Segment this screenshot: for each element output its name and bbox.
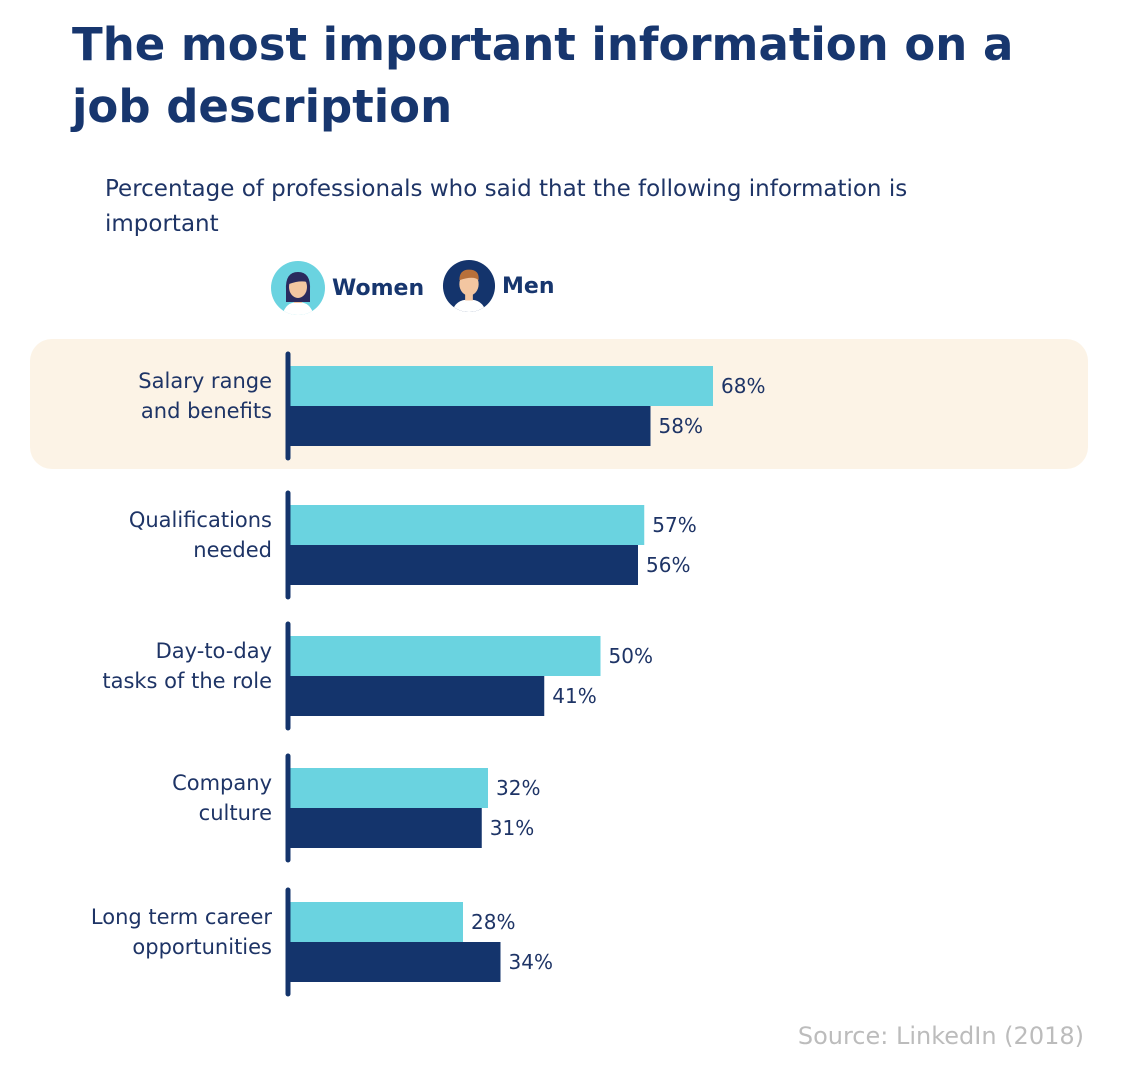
category-label-line: tasks of the role bbox=[102, 669, 272, 693]
bar-women-3 bbox=[288, 768, 488, 808]
category-label-line: Long term career bbox=[91, 905, 272, 929]
value-label-women-4: 28% bbox=[471, 910, 515, 934]
category-label-3: Company culture bbox=[172, 771, 272, 825]
value-label-women-3: 32% bbox=[496, 776, 540, 800]
source-note: Source: LinkedIn (2018) bbox=[797, 1022, 1084, 1050]
category-label-line: Day-to-day bbox=[156, 639, 272, 663]
category-label-2: Day-to-day tasks of the role bbox=[102, 639, 272, 693]
value-label-men-0: 58% bbox=[659, 414, 703, 438]
category-label-1: Qualifications needed bbox=[129, 508, 272, 562]
category-label-0: Salary range and benefits bbox=[138, 369, 272, 423]
legend-label-men: Men bbox=[502, 273, 555, 299]
bar-men-1 bbox=[288, 545, 638, 585]
man-avatar-icon bbox=[442, 259, 496, 313]
value-label-men-2: 41% bbox=[552, 684, 596, 708]
bar-men-3 bbox=[288, 808, 482, 848]
category-label-line: opportunities bbox=[132, 935, 272, 959]
category-label-line: needed bbox=[193, 538, 272, 562]
value-label-men-1: 56% bbox=[646, 553, 690, 577]
value-label-women-1: 57% bbox=[652, 513, 696, 537]
category-label-4: Long term career opportunities bbox=[91, 905, 272, 959]
value-label-women-2: 50% bbox=[609, 644, 653, 668]
legend-label-women: Women bbox=[332, 275, 425, 301]
bar-women-4 bbox=[288, 902, 463, 942]
value-label-women-0: 68% bbox=[721, 374, 765, 398]
woman-avatar-icon bbox=[271, 261, 325, 315]
value-label-men-3: 31% bbox=[490, 816, 534, 840]
value-label-men-4: 34% bbox=[509, 950, 553, 974]
chart-title: The most important information on a job … bbox=[72, 18, 1014, 133]
bar-men-4 bbox=[288, 942, 501, 982]
category-label-line: Salary range bbox=[138, 369, 272, 393]
category-label-line: Company bbox=[172, 771, 272, 795]
chart-subtitle: Percentage of professionals who said tha… bbox=[105, 176, 908, 237]
bar-women-0 bbox=[288, 366, 713, 406]
category-label-line: Qualifications bbox=[129, 508, 272, 532]
bar-men-0 bbox=[288, 406, 651, 446]
bar-men-2 bbox=[288, 676, 545, 716]
legend-women: Women bbox=[270, 260, 424, 316]
category-label-line: and benefits bbox=[141, 399, 272, 423]
legend-men: Men bbox=[442, 259, 554, 313]
category-label-line: culture bbox=[199, 801, 272, 825]
bar-women-1 bbox=[288, 505, 645, 545]
bar-women-2 bbox=[288, 636, 601, 676]
